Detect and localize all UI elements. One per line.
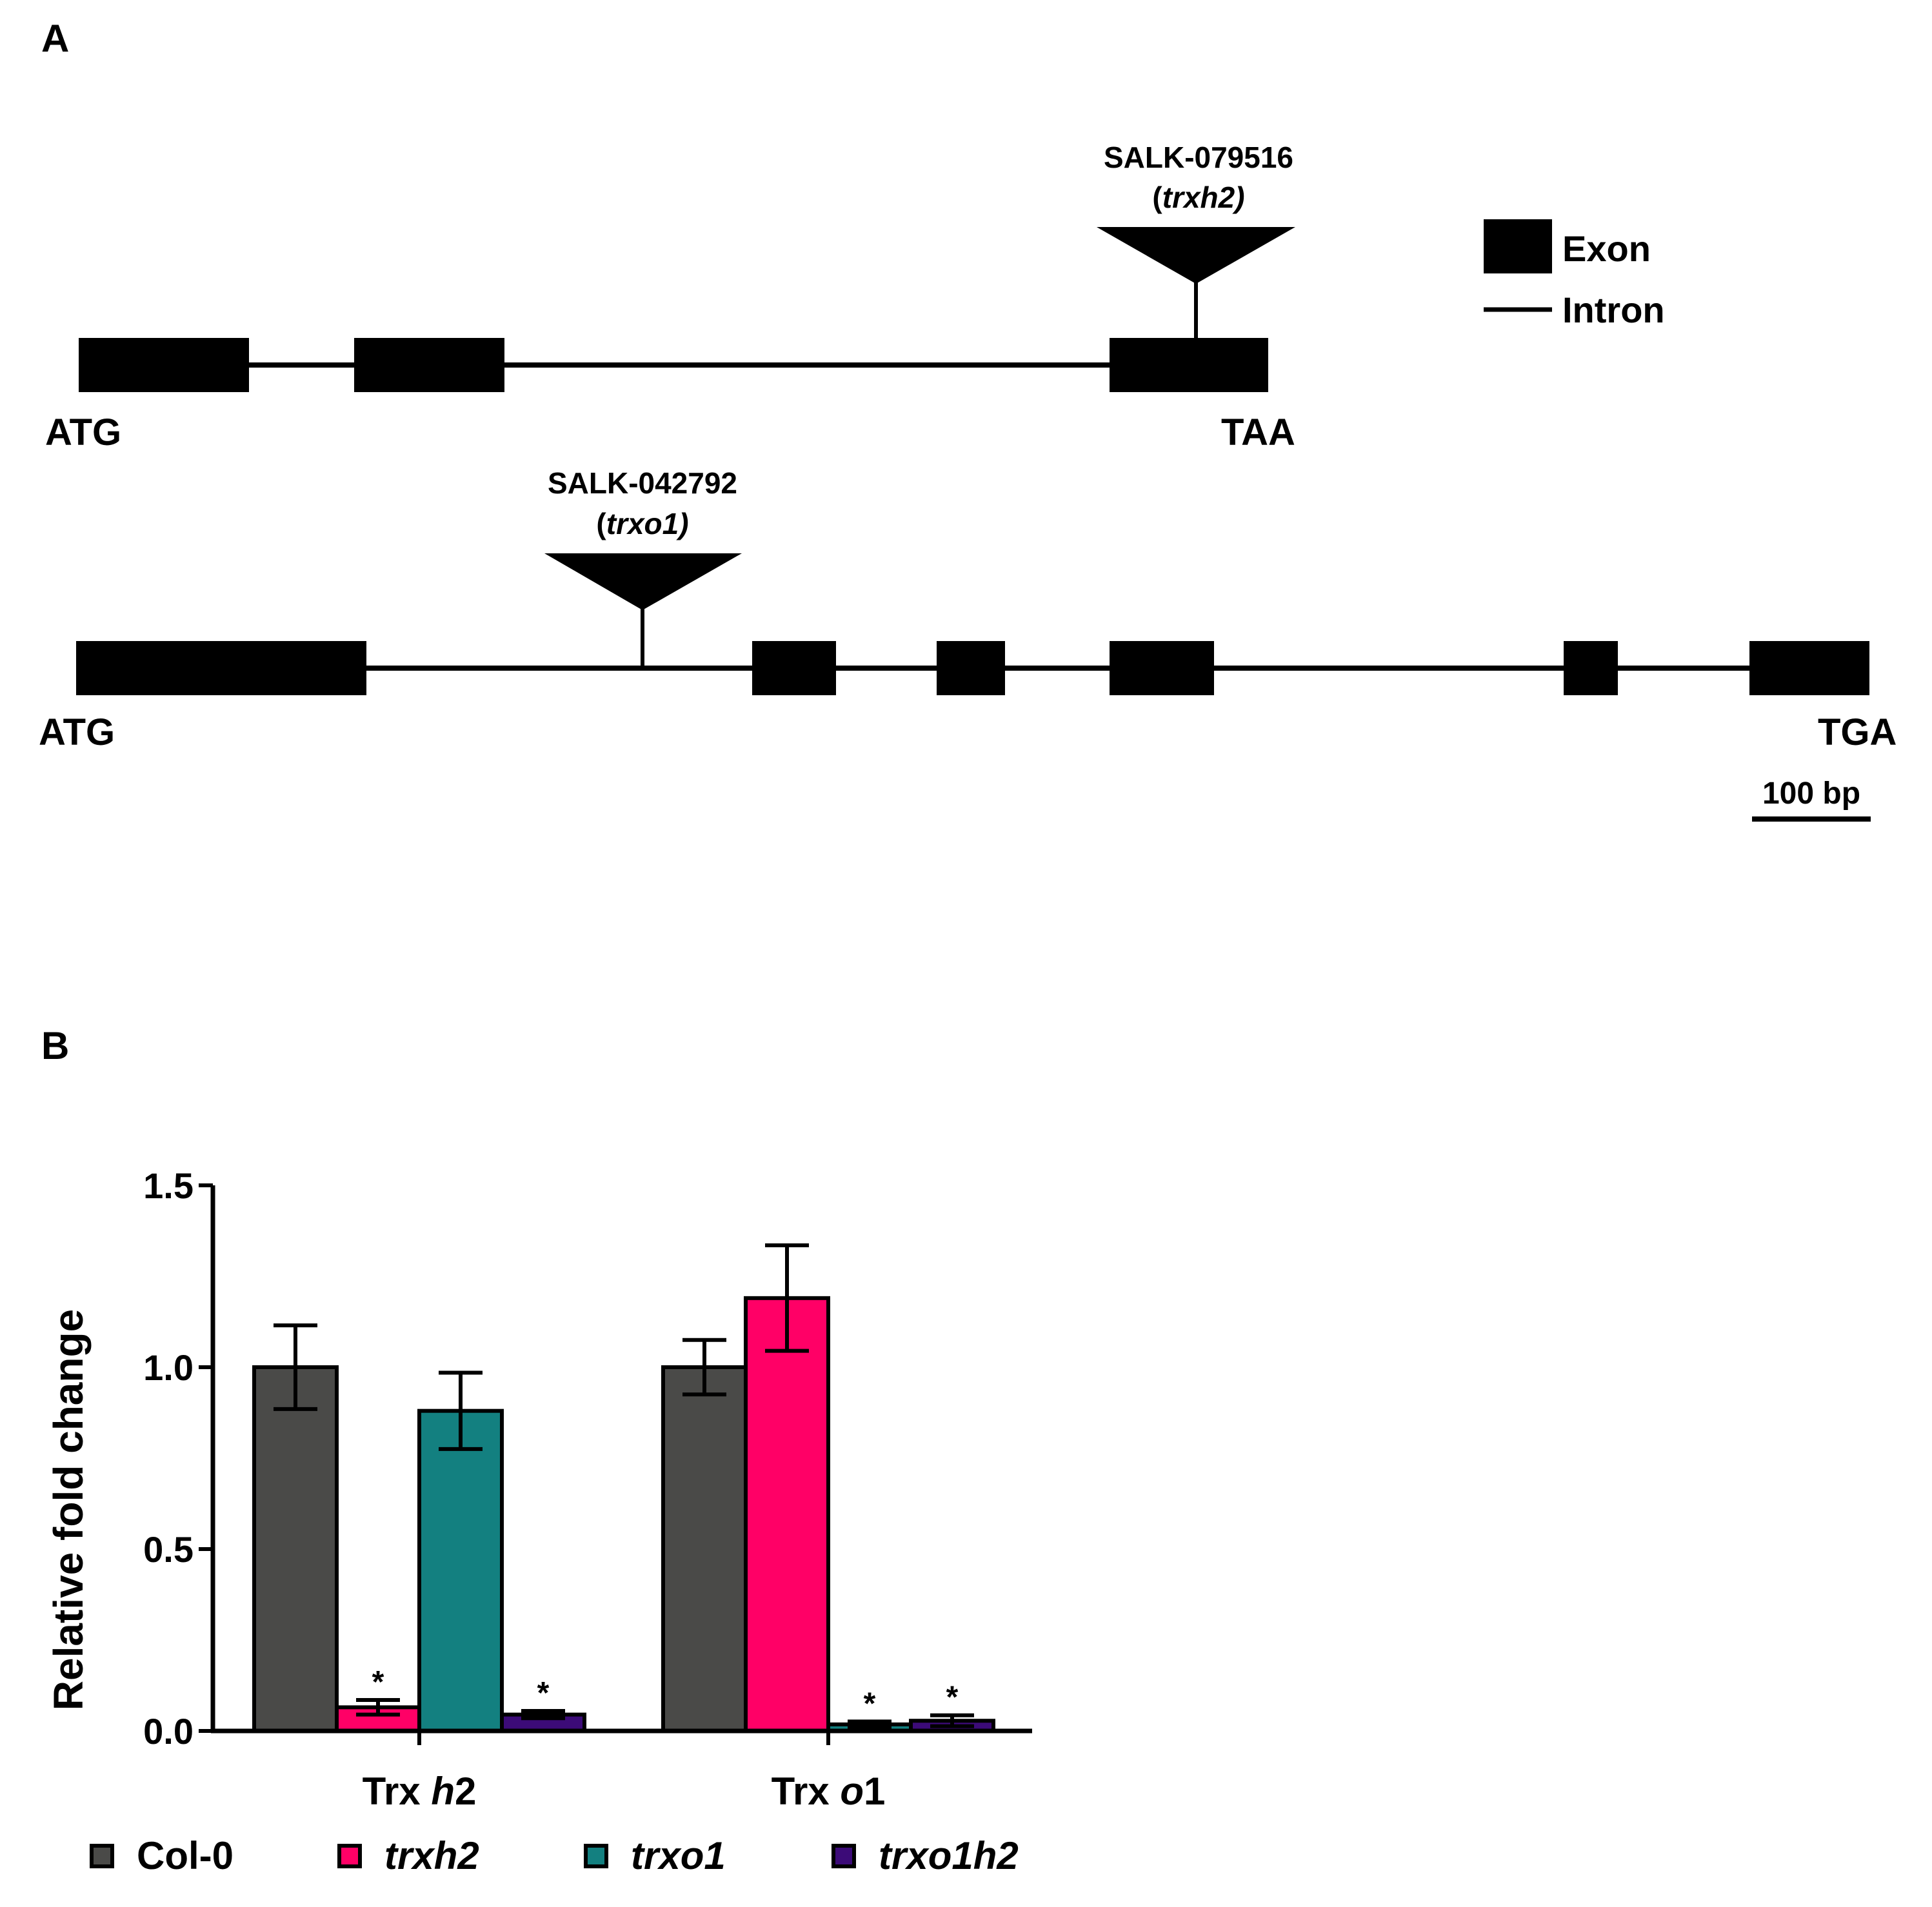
exon-2	[752, 641, 836, 695]
start-codon-label: ATG	[45, 411, 121, 453]
y-tick-label: 0.0	[143, 1711, 194, 1752]
insertion-label-line1: SALK-079516	[1104, 141, 1293, 174]
legend-swatch-trxo1	[584, 1844, 608, 1868]
stop-codon-label: TAA	[1221, 411, 1295, 453]
intron-legend-label: Intron	[1562, 290, 1665, 330]
significance-asterisk: *	[946, 1681, 959, 1715]
legend-label-Col-0: Col-0	[137, 1834, 234, 1877]
legend-label-trxh2: trxh2	[384, 1834, 479, 1877]
y-tick-label: 1.5	[143, 1165, 194, 1206]
y-tick-label: 0.5	[143, 1529, 194, 1570]
legend-label-trxo1h2: trxo1h2	[879, 1834, 1019, 1877]
panel-a-label: A	[41, 17, 69, 60]
insertion-label-line2: (trxh2)	[1152, 181, 1244, 214]
error-bars	[274, 1243, 974, 1730]
legend-swatch-Col-0	[90, 1844, 114, 1868]
exon-2	[354, 338, 504, 392]
x-tick-label: Trx o1	[772, 1770, 886, 1813]
y-tick-label: 1.0	[143, 1347, 194, 1388]
x-axis-ticks: Trx h2 Trx o1	[363, 1731, 886, 1813]
significance-markers: * * * *	[372, 1665, 959, 1721]
legend-swatch-trxo1h2	[832, 1844, 856, 1868]
insertion-label-line1: SALK-042792	[548, 466, 737, 500]
insertion-label-line2: (trxo1)	[596, 507, 688, 540]
bar-trxo1-0	[417, 1408, 504, 1733]
exon-5	[1564, 641, 1618, 695]
bar-Col-0-1	[661, 1365, 748, 1733]
bar-series	[252, 1296, 995, 1734]
gene-model-trxh2: SALK-079516 (trxh2) ATG TAA	[45, 141, 1295, 453]
stop-codon-label: TGA	[1818, 711, 1897, 753]
bar-Col-0-0	[252, 1365, 339, 1733]
y-axis-label: Relative fold change	[45, 1309, 92, 1710]
legend-label-trxo1: trxo1	[631, 1834, 726, 1877]
bar-trxh2-1	[744, 1296, 830, 1733]
panel-b: B 0.0 0.5 1.0 1.5 * * * * Trx h2 Trx o1 Relativ…	[41, 1024, 1032, 1877]
significance-asterisk: *	[864, 1686, 876, 1721]
scale-bar: 100 bp	[1752, 776, 1871, 822]
t-dna-insertion-triangle	[544, 553, 742, 610]
y-axis-ticks: 0.0 0.5 1.0 1.5	[143, 1165, 213, 1752]
significance-asterisk: *	[372, 1665, 384, 1699]
panel-b-label: B	[41, 1024, 69, 1067]
t-dna-insertion-triangle	[1097, 227, 1295, 284]
significance-asterisk: *	[537, 1676, 550, 1710]
exon-legend-label: Exon	[1562, 228, 1651, 269]
panel-a: A SALK-079516 (trxh2) ATG TAA Exon Intro…	[39, 17, 1897, 822]
exon-3	[1110, 338, 1268, 392]
bar-chart: 0.0 0.5 1.0 1.5 * * * * Trx h2 Trx o1 Relative …	[45, 1165, 1032, 1877]
chart-legend: Col-0 trxh2 trxo1 trxo1h2	[90, 1834, 1019, 1877]
scale-bar-label: 100 bp	[1762, 776, 1860, 811]
exon-legend-swatch	[1484, 219, 1552, 273]
exon-6	[1749, 641, 1869, 695]
x-tick-label: Trx h2	[363, 1770, 477, 1813]
gene-model-trxo1: SALK-042792 (trxo1) ATG TGA	[39, 466, 1897, 753]
exon-4	[1110, 641, 1214, 695]
exon-1	[76, 641, 366, 695]
legend-swatch-trxh2	[337, 1844, 362, 1868]
exon-1	[79, 338, 249, 392]
gene-legend: Exon Intron	[1484, 219, 1665, 330]
start-codon-label: ATG	[39, 711, 115, 753]
exon-3	[937, 641, 1005, 695]
